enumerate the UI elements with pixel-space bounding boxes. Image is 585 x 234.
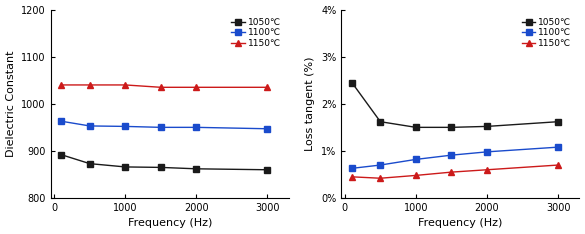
- 1150℃: [555, 164, 562, 166]
- Legend: 1050℃, 1100℃, 1150℃: 1050℃, 1100℃, 1150℃: [228, 14, 284, 52]
- 1150℃: [193, 86, 200, 89]
- 1100℃: [58, 120, 65, 123]
- 1150℃: [377, 177, 384, 180]
- X-axis label: Frequency (Hz): Frequency (Hz): [128, 219, 212, 228]
- 1050℃: [483, 125, 490, 128]
- 1050℃: [122, 165, 129, 168]
- 1050℃: [58, 153, 65, 156]
- 1150℃: [483, 168, 490, 171]
- 1150℃: [86, 84, 93, 86]
- Line: 1100℃: 1100℃: [58, 118, 270, 132]
- 1150℃: [58, 84, 65, 86]
- 1050℃: [349, 81, 356, 84]
- 1100℃: [483, 150, 490, 153]
- 1050℃: [412, 126, 419, 129]
- 1100℃: [86, 124, 93, 127]
- Y-axis label: Loss tangent (%): Loss tangent (%): [305, 57, 315, 151]
- 1150℃: [448, 171, 455, 174]
- 1050℃: [448, 126, 455, 129]
- 1050℃: [157, 166, 164, 169]
- 1100℃: [412, 158, 419, 161]
- 1050℃: [377, 120, 384, 123]
- 1050℃: [193, 167, 200, 170]
- Line: 1050℃: 1050℃: [349, 80, 561, 130]
- 1150℃: [349, 176, 356, 178]
- 1150℃: [264, 86, 271, 89]
- 1100℃: [349, 167, 356, 170]
- 1100℃: [122, 125, 129, 128]
- 1100℃: [193, 126, 200, 129]
- Line: 1100℃: 1100℃: [349, 144, 561, 171]
- Legend: 1050℃, 1100℃, 1150℃: 1050℃, 1100℃, 1150℃: [518, 14, 575, 52]
- 1100℃: [555, 146, 562, 149]
- 1150℃: [122, 84, 129, 86]
- 1100℃: [157, 126, 164, 129]
- Line: 1150℃: 1150℃: [58, 82, 270, 90]
- X-axis label: Frequency (Hz): Frequency (Hz): [418, 219, 503, 228]
- 1100℃: [448, 154, 455, 157]
- 1150℃: [412, 174, 419, 177]
- 1050℃: [555, 120, 562, 123]
- 1050℃: [264, 168, 271, 171]
- Line: 1150℃: 1150℃: [349, 162, 561, 181]
- 1150℃: [157, 86, 164, 89]
- 1100℃: [377, 164, 384, 166]
- Y-axis label: Dielectric Constant: Dielectric Constant: [5, 51, 16, 157]
- 1050℃: [86, 162, 93, 165]
- 1100℃: [264, 127, 271, 130]
- Line: 1050℃: 1050℃: [58, 152, 270, 172]
